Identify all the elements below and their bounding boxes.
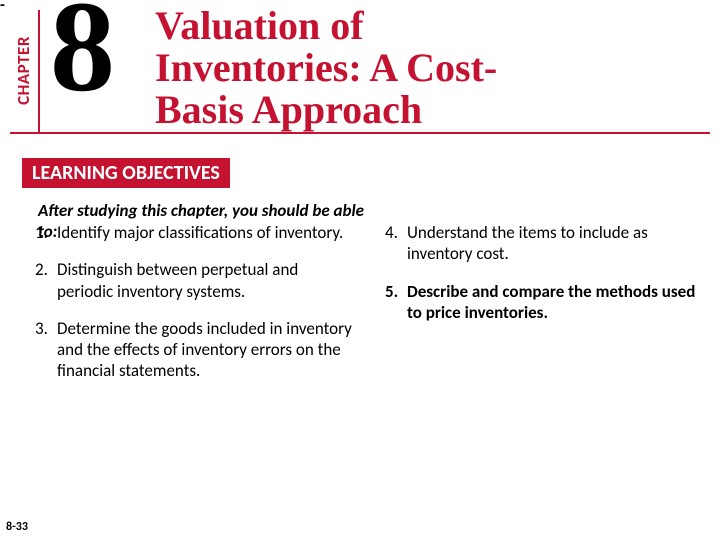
objective-number: 2. (35, 259, 57, 302)
chapter-vertical-rule (38, 10, 40, 132)
chapter-title-line: Valuation of (155, 3, 364, 48)
slide-number: 8-33 (6, 520, 28, 534)
objectives-intro: After studying this chapter, you should … (38, 200, 468, 221)
objectives-right-column: 4.Understand the items to include as inv… (385, 222, 705, 339)
objective-text: Describe and compare the methods used to… (407, 281, 705, 324)
objective-text: Identify major classifications of invent… (57, 222, 355, 243)
objective-number: 4. (385, 222, 407, 265)
objective-number: 3. (35, 318, 57, 382)
chapter-title: Valuation of Inventories: A Cost- Basis … (155, 5, 695, 131)
objective-text: Distinguish between perpetual and period… (57, 259, 355, 302)
objective-text: Understand the items to include as inven… (407, 222, 705, 265)
objectives-left-column: 1.Identify major classifications of inve… (35, 222, 355, 398)
chapter-label: CHAPTER (8, 15, 38, 125)
header-underline (10, 132, 710, 134)
objective-item: 5.Describe and compare the methods used … (385, 281, 705, 324)
chapter-label-text: CHAPTER (13, 36, 34, 105)
objective-number: 1. (35, 222, 57, 243)
objective-number: 5. (385, 281, 407, 324)
chapter-title-line: Inventories: A Cost- (155, 45, 497, 90)
objective-item: 2.Distinguish between perpetual and peri… (35, 259, 355, 302)
chapter-number: 8 (50, 0, 115, 112)
chapter-title-line: Basis Approach (155, 87, 422, 132)
objective-text: Determine the goods included in inventor… (57, 318, 355, 382)
learning-objectives-heading: LEARNING OBJECTIVES (22, 158, 230, 188)
chapter-header: CHAPTER 8 Valuation of Inventories: A Co… (0, 0, 720, 140)
objective-item: 3.Determine the goods included in invent… (35, 318, 355, 382)
objective-item: 4.Understand the items to include as inv… (385, 222, 705, 265)
objective-item: 1.Identify major classifications of inve… (35, 222, 355, 243)
